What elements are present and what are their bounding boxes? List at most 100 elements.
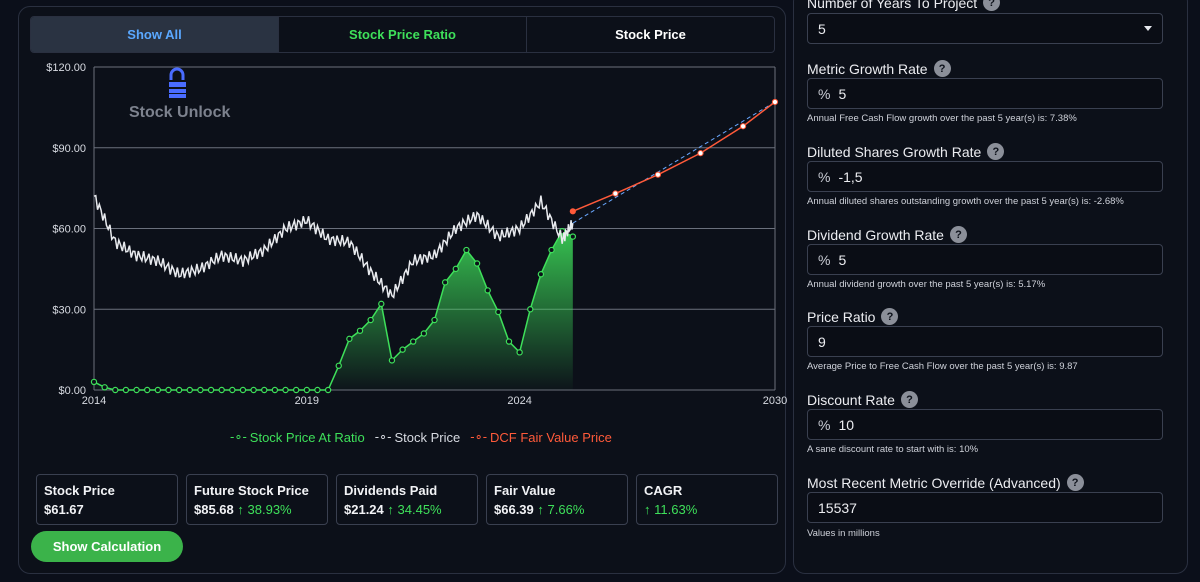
ratio-point: [112, 386, 119, 394]
ratio-point: [261, 386, 268, 394]
ratio-point: [122, 386, 130, 394]
help-icon[interactable]: ?: [949, 226, 967, 243]
ratio-point: [324, 386, 332, 394]
metric-growth-label: Metric Growth Rate?: [807, 60, 951, 77]
up-arrow-icon: ↑: [237, 502, 244, 517]
ratio-point: [495, 308, 502, 316]
help-icon[interactable]: ?: [983, 0, 1001, 11]
legend-item-dcf[interactable]: -∘- DCF Fair Value Price: [470, 429, 612, 445]
card-value: $21.24: [344, 502, 384, 517]
shares-growth-hint: Annual diluted shares outstanding growth…: [807, 196, 1124, 207]
tab-stock-price[interactable]: Stock Price: [615, 27, 686, 42]
ratio-point: [346, 335, 353, 343]
up-arrow-icon: ↑: [387, 502, 394, 517]
ratio-point: [484, 287, 491, 294]
shares-growth-input[interactable]: % -1,5: [807, 161, 1163, 192]
ratio-point: [101, 384, 108, 391]
summary-cards: Stock Price $61.67 Future Stock Price $8…: [36, 474, 778, 525]
watermark-text: Stock Unlock: [129, 104, 230, 121]
dcf-point: [771, 98, 779, 106]
ratio-point: [250, 386, 257, 394]
price-ratio-input[interactable]: 9: [807, 326, 1163, 357]
card-percent: 38.93%: [247, 502, 292, 517]
ratio-point: [516, 349, 523, 356]
metric-override-input[interactable]: 15537: [807, 492, 1163, 523]
ratio-point: [175, 386, 183, 394]
dividend-growth-hint: Annual dividend growth over the past 5 y…: [807, 279, 1046, 290]
ratio-point: [378, 300, 385, 308]
chart-marks: [90, 98, 779, 394]
ratio-point: [197, 386, 204, 394]
card-value: $61.67: [44, 502, 84, 517]
metric-growth-hint: Annual Free Cash Flow growth over the pa…: [807, 113, 1077, 124]
card-percent: 34.45%: [397, 502, 442, 517]
ratio-point: [420, 330, 428, 337]
dcf-point: [739, 123, 747, 130]
shares-growth-label: Diluted Shares Growth Rate?: [807, 143, 1005, 160]
ratio-point: [133, 386, 140, 394]
chart-panel: [18, 6, 786, 574]
x-tick-label: 2024: [507, 395, 531, 407]
years-label: Number of Years To Project?: [807, 0, 1001, 11]
ratio-point: [239, 386, 247, 394]
metric-override-hint: Values in millions: [807, 528, 880, 539]
ratio-point: [367, 316, 374, 324]
dcf-point: [654, 171, 662, 178]
card-title: CAGR: [644, 483, 683, 498]
ratio-point: [473, 260, 481, 267]
y-tick-label: $0.00: [58, 385, 86, 397]
discount-rate-label: Discount Rate?: [807, 391, 918, 408]
discount-rate-hint: A sane discount rate to start with is: 1…: [807, 444, 979, 455]
help-icon[interactable]: ?: [1066, 474, 1084, 491]
help-icon[interactable]: ?: [900, 391, 918, 408]
ratio-point: [335, 362, 342, 369]
ratio-point: [229, 386, 236, 394]
up-arrow-icon: ↑: [537, 502, 544, 517]
price-ratio-hint: Average Price to Free Cash Flow over the…: [807, 361, 1078, 372]
show-calculation-button[interactable]: Show Calculation: [31, 531, 183, 562]
dividend-growth-input[interactable]: % 5: [807, 244, 1163, 275]
card-value: $66.39: [494, 502, 534, 517]
dcf-line: [572, 101, 776, 212]
y-tick-label: $60.00: [52, 224, 86, 236]
ratio-point: [463, 246, 470, 254]
help-icon[interactable]: ?: [881, 308, 899, 325]
legend-item-price[interactable]: -∘- Stock Price: [374, 429, 461, 445]
ratio-point: [410, 338, 417, 345]
ratio-point: [388, 357, 396, 364]
projection-line: [572, 101, 776, 224]
stock-unlock-logo-icon: [169, 67, 186, 98]
tab-show-all[interactable]: Show All: [31, 17, 279, 52]
ratio-point: [90, 378, 98, 386]
years-select[interactable]: 5: [807, 13, 1163, 44]
ratio-area: [94, 231, 573, 390]
ratio-point: [569, 233, 577, 240]
ratio-point: [441, 279, 449, 286]
card-stock-price: Stock Price $61.67: [36, 474, 178, 525]
help-icon[interactable]: ?: [933, 60, 951, 77]
ratio-point: [537, 271, 545, 278]
dcf-point: [569, 208, 576, 215]
card-title: Stock Price: [44, 483, 115, 498]
chevron-down-icon: [1144, 26, 1152, 31]
price-line: [93, 194, 574, 299]
ratio-point: [218, 386, 225, 394]
y-tick-label: $120.00: [46, 62, 86, 74]
legend-item-ratio[interactable]: -∘- Stock Price At Ratio: [230, 429, 365, 445]
discount-rate-input[interactable]: % 10: [807, 409, 1163, 440]
x-tick-label: 2014: [82, 395, 106, 407]
metric-override-label: Most Recent Metric Override (Advanced)?: [807, 474, 1084, 491]
ratio-point: [144, 386, 151, 394]
up-arrow-icon: ↑: [644, 502, 651, 517]
metric-growth-input[interactable]: % 5: [807, 78, 1163, 109]
y-tick-label: $30.00: [52, 304, 86, 316]
help-icon[interactable]: ?: [987, 143, 1005, 160]
ratio-point: [314, 386, 321, 394]
dcf-point: [697, 150, 704, 157]
ratio-point: [207, 386, 215, 394]
y-axis-labels: $0.00 $30.00 $60.00 $90.00 $120.00: [46, 62, 86, 397]
dcf-point: [612, 190, 619, 197]
ratio-point: [292, 386, 300, 394]
tab-stock-price-ratio[interactable]: Stock Price Ratio: [279, 17, 527, 52]
ratio-point: [452, 265, 459, 273]
